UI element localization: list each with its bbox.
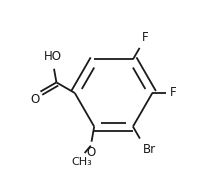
Text: CH₃: CH₃ (71, 157, 91, 167)
Text: O: O (30, 93, 39, 105)
Text: F: F (141, 31, 148, 44)
Text: F: F (169, 86, 175, 100)
Text: HO: HO (44, 50, 62, 63)
Text: Br: Br (142, 143, 155, 156)
Text: O: O (86, 146, 95, 159)
